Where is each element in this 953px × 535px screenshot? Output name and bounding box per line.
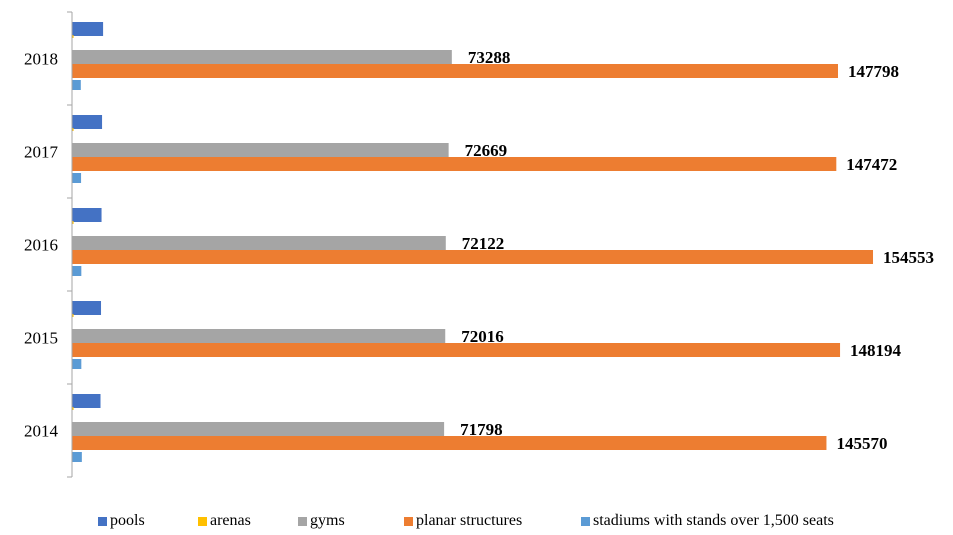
- data-label-planar-structures-2017: 147472: [846, 155, 897, 174]
- legend-swatch-pools: [98, 516, 107, 526]
- bar-planar-structures-2015: [72, 343, 841, 357]
- bar-stadiums-with-stands-over-1-500-seats-2015: [72, 359, 82, 369]
- data-label-planar-structures-2014: 145570: [836, 434, 887, 453]
- legend-swatch-stadiums: [581, 516, 590, 526]
- legend-label-arenas: arenas: [210, 512, 251, 529]
- bar-stadiums-with-stands-over-1-500-seats-2017: [72, 173, 82, 183]
- bar-gyms-2018: [72, 50, 452, 64]
- data-label-planar-structures-2018: 147798: [848, 62, 899, 81]
- legend-label-stadiums: stadiums with stands over 1,500 seats: [593, 512, 834, 529]
- legend: pools arenas gyms planar structures stad…: [0, 512, 953, 532]
- bar-planar-structures-2014: [72, 436, 827, 450]
- bar-arenas-2015: [72, 314, 74, 317]
- legend-swatch-planar-structures: [404, 516, 413, 526]
- legend-item-stadiums: stadiums with stands over 1,500 seats: [581, 512, 834, 530]
- bar-arenas-2014: [72, 407, 74, 410]
- legend-label-gyms: gyms: [310, 512, 345, 529]
- bar-gyms-2015: [72, 329, 446, 343]
- bar-arenas-2017: [72, 128, 74, 131]
- legend-swatch-arenas: [198, 516, 207, 526]
- bar-planar-structures-2018: [72, 64, 838, 78]
- y-axis: 2014 2015 2016 2017 2018: [24, 11, 73, 478]
- legend-label-pools: pools: [110, 512, 145, 529]
- bar-pools-2015: [72, 301, 102, 315]
- legend-item-gyms: gyms: [298, 512, 345, 530]
- legend-item-planar-structures: planar structures: [404, 512, 522, 530]
- bar-pools-2016: [72, 208, 102, 222]
- bar-stadiums-with-stands-over-1-500-seats-2018: [72, 80, 81, 90]
- bar-pools-2017: [72, 115, 103, 129]
- data-label-planar-structures-2015: 148194: [850, 341, 902, 360]
- y-tick-label-2017: 2017: [24, 143, 59, 162]
- bar-gyms-2016: [72, 236, 446, 250]
- data-label-gyms-2017: 72669: [465, 141, 508, 160]
- data-label-gyms-2015: 72016: [461, 327, 504, 346]
- bar-planar-structures-2017: [72, 157, 837, 171]
- data-label-gyms-2014: 71798: [460, 420, 503, 439]
- bar-gyms-2017: [72, 143, 449, 157]
- y-tick-label-2014: 2014: [24, 422, 59, 441]
- bar-arenas-2018: [72, 35, 74, 38]
- legend-item-pools: pools: [98, 512, 145, 530]
- y-tick-label-2018: 2018: [24, 50, 58, 69]
- labels-layer: 71798 145570 72016 148194 72122 154553 72669 14…: [460, 48, 934, 453]
- bar-gyms-2014: [72, 422, 445, 436]
- bar-planar-structures-2016: [72, 250, 874, 264]
- data-label-gyms-2016: 72122: [462, 234, 505, 253]
- bar-stadiums-with-stands-over-1-500-seats-2016: [72, 266, 82, 276]
- bar-pools-2014: [72, 394, 101, 408]
- legend-item-arenas: arenas: [198, 512, 251, 530]
- legend-label-planar-structures: planar structures: [416, 512, 523, 529]
- y-tick-label-2015: 2015: [24, 329, 58, 348]
- y-tick-label-2016: 2016: [24, 236, 58, 255]
- bar-pools-2018: [72, 22, 104, 36]
- data-label-gyms-2018: 73288: [468, 48, 511, 67]
- legend-swatch-gyms: [298, 516, 307, 526]
- bars-layer: [72, 22, 874, 462]
- bar-stadiums-with-stands-over-1-500-seats-2014: [72, 452, 82, 462]
- data-label-planar-structures-2016: 154553: [883, 248, 934, 267]
- bar-arenas-2016: [72, 221, 74, 224]
